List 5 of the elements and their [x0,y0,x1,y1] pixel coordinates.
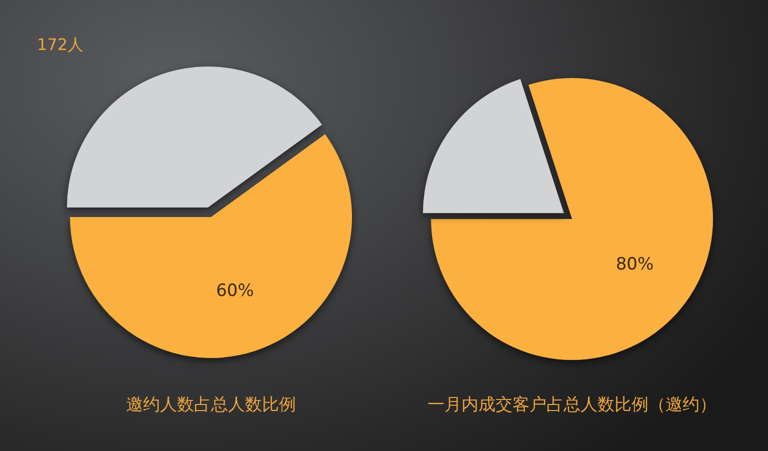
data-label: 80% [616,254,654,275]
text: 172人 [37,35,84,54]
text: 邀约人数占总人数比例 [126,395,296,415]
text: 一月内成交客户占总人数比例（邀约） [428,395,716,415]
data-label: 60% [216,280,254,301]
